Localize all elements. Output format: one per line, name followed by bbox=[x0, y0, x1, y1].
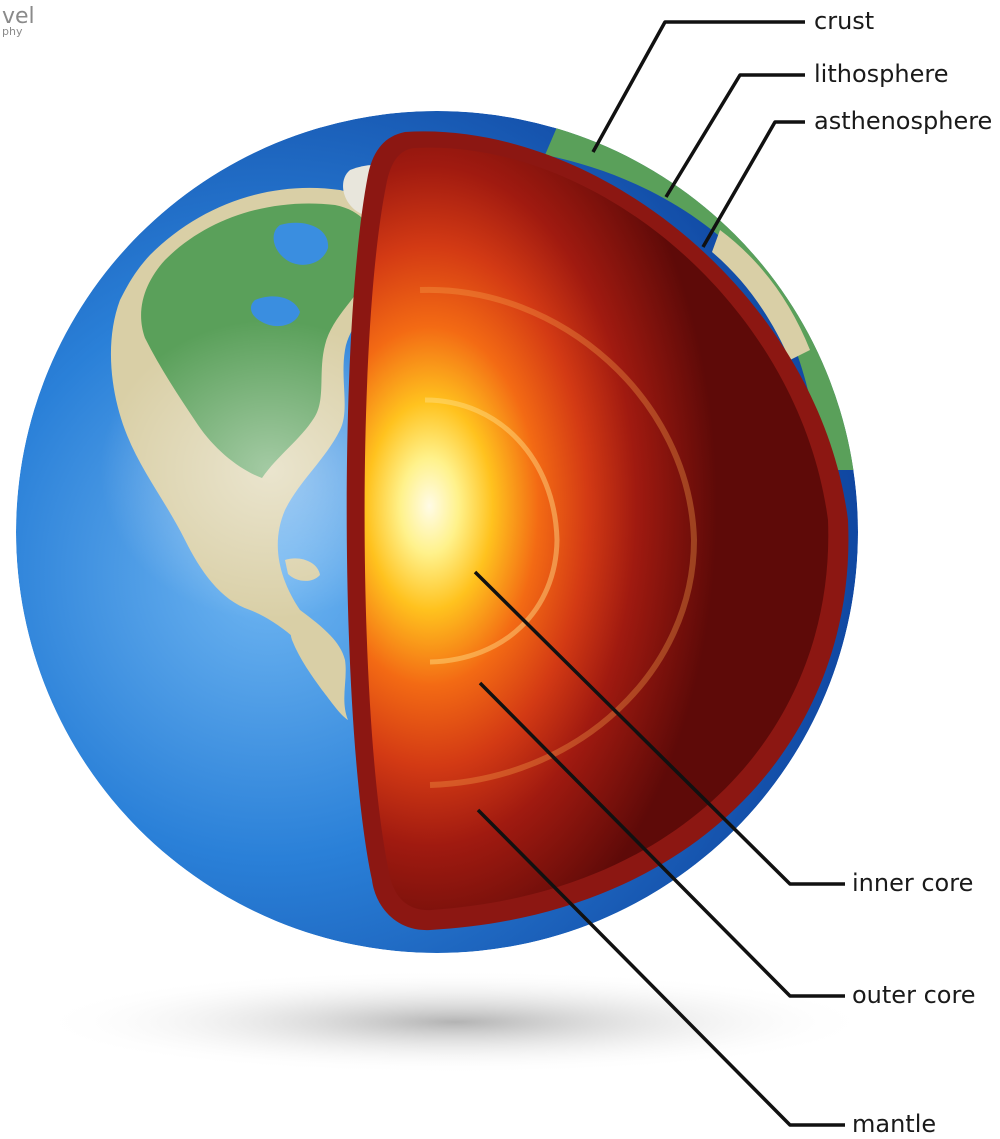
leader-line-lithosphere bbox=[664, 73, 805, 198]
central-america bbox=[290, 610, 348, 720]
watermark-logo: vel phy bbox=[2, 4, 35, 38]
leader-line-mantle bbox=[476, 808, 845, 1127]
ground-shadow bbox=[35, 970, 875, 1074]
leader-lines bbox=[473, 20, 845, 1127]
leader-line-crust bbox=[591, 20, 805, 153]
outer-core-boundary bbox=[419, 286, 698, 788]
watermark-line-2: phy bbox=[2, 25, 23, 38]
label-mantle: mantle bbox=[852, 1110, 937, 1138]
leader-line-inner-core bbox=[473, 570, 845, 886]
rim-sand bbox=[712, 230, 810, 360]
great-lakes bbox=[250, 296, 300, 327]
watermark-line-1: vel bbox=[2, 4, 35, 29]
label-inner-core: inner core bbox=[852, 869, 974, 897]
inner-core-boundary bbox=[424, 397, 560, 665]
label-outer-core: outer core bbox=[852, 981, 976, 1009]
label-crust: crust bbox=[814, 7, 875, 35]
leader-line-asthenosphere bbox=[701, 120, 805, 248]
cutaway-interior bbox=[346, 131, 849, 931]
mantle-layer bbox=[364, 147, 829, 911]
label-asthenosphere: asthenosphere bbox=[814, 107, 993, 135]
hudson-bay bbox=[273, 222, 329, 265]
label-lithosphere: lithosphere bbox=[814, 60, 949, 88]
leader-line-outer-core bbox=[478, 681, 845, 998]
